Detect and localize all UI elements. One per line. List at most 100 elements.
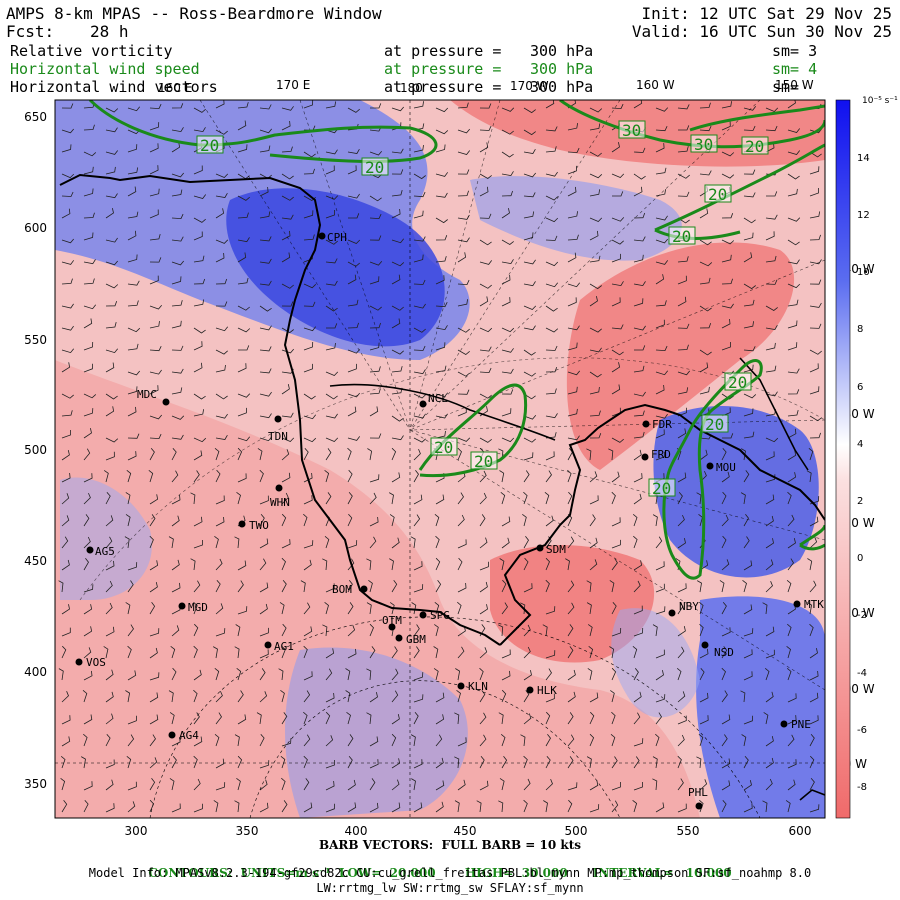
wind-barb <box>587 668 593 681</box>
wind-barb <box>413 624 420 637</box>
wind-barb <box>234 536 240 549</box>
wind-barb <box>545 146 557 153</box>
wind-barb <box>609 646 615 659</box>
wind-barb <box>721 800 727 813</box>
wind-barb <box>699 261 713 267</box>
wind-barb <box>721 714 731 725</box>
station-dot <box>701 641 709 649</box>
wind-barb <box>457 102 469 109</box>
forecast-label: Fcst: <box>6 22 55 41</box>
station-dot <box>780 720 788 728</box>
wind-speed-contour <box>662 359 763 580</box>
wind-barb <box>699 648 709 659</box>
wind-barb <box>259 779 268 791</box>
wind-barb <box>743 283 756 290</box>
wind-barb <box>809 259 822 265</box>
wind-barb <box>61 393 74 399</box>
wind-barb <box>655 143 665 153</box>
wind-barb <box>677 370 691 376</box>
wind-barb <box>545 557 550 571</box>
wind-barb <box>633 738 644 747</box>
wind-barb <box>501 208 510 219</box>
wind-barb <box>809 715 819 725</box>
wind-barb <box>699 125 712 132</box>
wind-barb <box>124 536 130 549</box>
wind-barb <box>655 429 665 439</box>
wind-barb <box>699 386 710 395</box>
wind-barb <box>523 192 536 198</box>
wind-barb <box>193 736 203 747</box>
station-dot <box>395 634 403 642</box>
wind-barb <box>479 327 493 333</box>
wind-barb <box>61 208 71 219</box>
wind-barb <box>193 601 198 615</box>
wind-barb <box>765 691 774 703</box>
wind-barb <box>215 349 228 355</box>
wind-barb <box>83 259 96 265</box>
wind-barb <box>809 323 822 329</box>
station-dot <box>706 462 714 470</box>
colorbar-tick: 14 <box>857 153 870 164</box>
wind-barb <box>325 735 334 747</box>
wind-barb <box>149 257 162 263</box>
wind-barb <box>324 601 329 615</box>
wind-barb <box>413 712 419 725</box>
wind-barb <box>391 580 398 593</box>
y-tick-label: 350 <box>24 777 47 791</box>
wind-barb <box>699 239 712 246</box>
wind-barb <box>303 168 315 175</box>
wind-barb <box>567 646 574 659</box>
wind-barb <box>457 437 471 442</box>
wind-barb <box>523 281 536 287</box>
wind-barb <box>565 558 570 571</box>
wind-barb <box>433 668 439 681</box>
wind-barb <box>325 692 335 703</box>
wind-barb <box>413 327 426 333</box>
wind-barb <box>281 623 287 637</box>
wind-barb <box>765 391 778 397</box>
station-dot <box>86 546 94 554</box>
wind-barb <box>611 517 621 527</box>
wind-barb <box>237 327 251 333</box>
field-smooth: sm= <box>772 78 800 96</box>
wind-barb <box>281 800 288 813</box>
wind-barb <box>193 393 206 400</box>
wind-barb <box>105 713 114 725</box>
wind-barb <box>435 801 444 813</box>
wind-barb <box>633 493 642 505</box>
wind-barb <box>543 800 548 813</box>
wind-barb <box>61 362 71 373</box>
field-pressure-label: at pressure = <box>384 42 502 60</box>
wind-barb <box>589 296 598 307</box>
wind-barb <box>171 470 179 483</box>
wind-barb <box>171 276 182 285</box>
wind-barb <box>259 258 272 264</box>
lon-label: 160 W <box>636 78 675 92</box>
wind-barb <box>61 410 73 417</box>
wind-barb <box>721 254 732 263</box>
wind-barb <box>501 368 514 374</box>
wind-barb <box>699 305 712 312</box>
wind-barb <box>765 538 774 549</box>
wind-barb <box>699 349 712 356</box>
wind-barb <box>278 668 284 681</box>
wind-barb <box>347 447 352 461</box>
wind-barb <box>369 276 380 285</box>
wind-barb <box>523 371 536 377</box>
wind-barb <box>567 325 580 331</box>
wind-barb <box>633 627 644 637</box>
wind-barb <box>193 450 203 461</box>
wind-barb <box>347 392 361 398</box>
wind-barb <box>125 602 131 615</box>
wind-barb <box>677 323 690 329</box>
wind-barb <box>545 327 559 333</box>
wind-barb <box>193 107 206 113</box>
wind-barb <box>435 302 448 308</box>
wind-barb <box>366 668 372 681</box>
wind-barb <box>500 733 506 747</box>
wind-barb <box>345 668 351 681</box>
wind-barb <box>61 278 73 285</box>
wind-barb <box>171 756 177 769</box>
wind-barb <box>523 129 536 136</box>
wind-barb <box>809 804 820 813</box>
